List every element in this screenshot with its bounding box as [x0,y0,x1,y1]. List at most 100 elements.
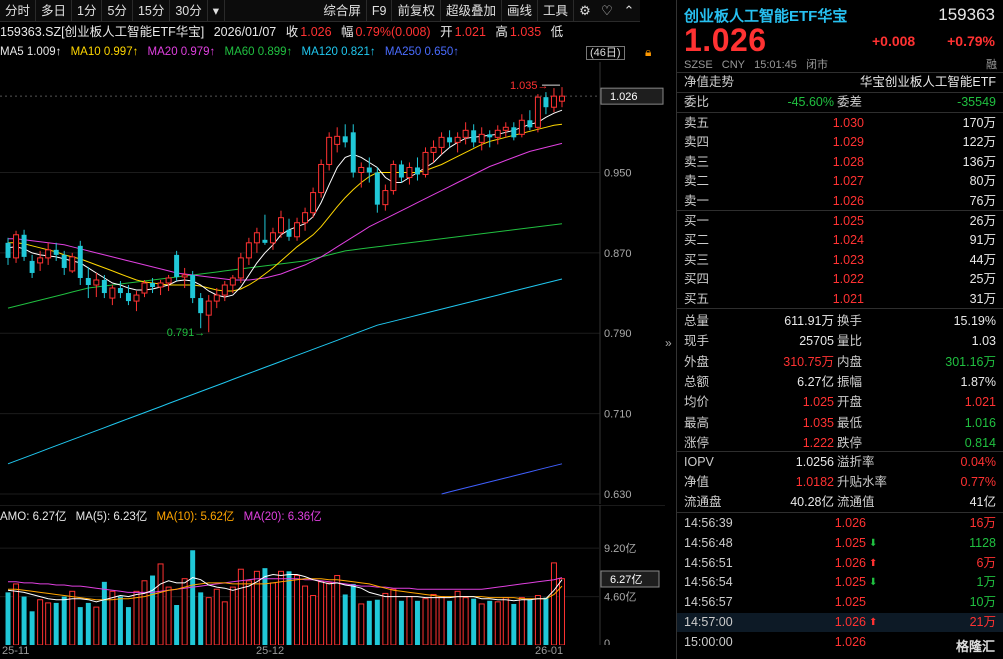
ask-level-row[interactable]: 卖一 1.026 76万 [677,191,1003,211]
current-volume-box [600,570,660,588]
weibi-label: 委比 [684,95,710,109]
f9-button[interactable]: F9 [367,0,393,22]
bid-level-row[interactable]: 买三 1.023 44万 [677,250,1003,270]
collapse-panel-icon[interactable]: » [665,336,672,350]
period-multiday-button[interactable]: 多日 [36,0,73,22]
bid-volume: 26万 [969,214,996,228]
stats-row[interactable]: 总量 611.91万 换手 15.19% [677,311,1003,331]
chevron-up-icon[interactable]: ⌃ [623,2,635,18]
tick-row[interactable]: 14:56:39 1.026 16万 [677,514,1003,533]
candle-body [150,283,156,288]
nav-row[interactable]: 净值走势 华宝创业板人工智能ETF [677,72,1003,92]
etf-stats-row[interactable]: IOPV 1.0256 溢折率 0.04% [677,452,1003,472]
bid-level-row[interactable]: 买四 1.022 25万 [677,269,1003,289]
ask-level-label: 卖二 [684,174,710,189]
volume-bar [471,598,477,645]
tick-row[interactable]: 14:56:54 1.025 ⬇ 1万 [677,573,1003,592]
period-1min-button[interactable]: 1分 [72,0,103,22]
period-fenshi-button[interactable]: 分时 [0,0,37,22]
multi-screen-button[interactable]: 综合屏 [318,0,367,22]
etf-stats-row[interactable]: 流通盘 40.28亿 流通值 41亿 [677,492,1003,512]
volume-chart[interactable]: 9.20亿 4.60亿 0 6.27亿 [0,505,665,645]
gear-icon[interactable]: ⚙ [579,2,591,18]
stats-row[interactable]: 涨停 1.222 跌停 0.814 [677,433,1003,453]
ask-level-row[interactable]: 卖四 1.029 122万 [677,132,1003,152]
ask-volume: 136万 [962,154,996,169]
stat-label: 外盘 [684,354,710,369]
candlestick-chart[interactable]: 0.950 0.870 0.790 0.710 0.630 1.026 1.035→ 0.79… [0,62,665,504]
tools-button[interactable]: 工具 [538,0,574,22]
price-tick-label: 0.870 [604,248,632,260]
volume-bar [374,599,380,645]
stats-row[interactable]: 最高 1.035 最低 1.016 [677,413,1003,433]
ma10-line [8,123,563,292]
ma120-line [7,278,563,465]
tick-row[interactable]: 14:56:57 1.025 10万 [677,593,1003,612]
price-tick-label: 0.630 [604,489,632,501]
tick-row[interactable]: 15:00:00 1.026 [677,633,1003,652]
tick-price: 1.026 [834,634,866,649]
candle-body [326,136,333,165]
heart-icon[interactable]: ♡ [601,2,613,18]
min-price-label: 0.791→ [167,327,206,339]
stat-label: 溢折率 [837,455,875,469]
days-count-badge[interactable]: (46日) [586,46,625,60]
candle-body [45,249,52,259]
stat-value: 310.75万 [783,354,834,369]
ask-level-row[interactable]: 卖三 1.028 136万 [677,152,1003,172]
volume-bar [5,592,11,645]
volume-bar [181,578,188,645]
period-5min-button[interactable]: 5分 [102,0,133,22]
etf-stats-row[interactable]: 净值 1.0182 升贴水率 0.77% [677,472,1003,492]
stats-row[interactable]: 现手 25705 量比 1.03 [677,331,1003,351]
volume-bar [237,568,244,645]
candle-body [471,130,477,143]
volume-bar [358,603,365,645]
volume-bar [205,597,212,645]
stats-row[interactable]: 均价 1.025 开盘 1.021 [677,392,1003,412]
tick-row[interactable]: 14:56:48 1.025 ⬇ 1128 [677,534,1003,553]
tick-time: 14:56:54 [684,575,733,590]
ask-level-row[interactable]: 卖五 1.030 170万 [677,113,1003,133]
date-tick: 26-01 [535,645,564,657]
candle-body [534,96,541,128]
lock-icon[interactable]: 🔒︎ [645,45,652,59]
date-tick: 25-11 [2,645,30,657]
volume-tick-label: 4.60亿 [604,591,636,604]
stat-value: 6.27亿 [797,374,834,389]
open-value: 1.021 [454,25,486,39]
period-30min-button[interactable]: 30分 [170,0,208,22]
nav-trend-label[interactable]: 净值走势 [684,75,735,89]
open-label: 开 [440,25,453,39]
period-dropdown-button[interactable]: ▾ [208,0,226,22]
volume-bar [511,603,517,645]
period-15min-button[interactable]: 15分 [133,0,171,22]
stats-row[interactable]: 总额 6.27亿 振幅 1.87% [677,372,1003,392]
date-tick: 25-12 [256,645,285,657]
stat-label: 流通盘 [684,495,722,509]
bid-level-row[interactable]: 买一 1.025 26万 [677,211,1003,231]
ask-level-label: 卖一 [684,193,710,208]
market-status: 闭市 [805,59,828,71]
adjust-price-button[interactable]: 前复权 [392,0,441,22]
volume-bar [53,602,59,645]
bid-level-row[interactable]: 买二 1.024 91万 [677,230,1003,250]
bid-price: 1.025 [832,214,864,228]
tick-row[interactable]: 14:57:00 1.026 ⬆ 21万 [677,613,1003,632]
overlay-button[interactable]: 超级叠加 [441,0,502,22]
candle-body [527,120,533,128]
candle-body [229,277,236,286]
stats-row[interactable]: 外盘 310.75万 内盘 301.16万 [677,352,1003,372]
volume-bar [190,550,196,645]
bid-volume: 31万 [969,291,996,306]
tick-row[interactable]: 14:56:51 1.026 ⬆ 6万 [677,554,1003,573]
volume-bar [302,585,309,645]
ask-price: 1.026 [832,193,864,208]
volume-bar [77,607,83,645]
bid-level-row[interactable]: 买五 1.021 31万 [677,289,1003,309]
divider [677,451,1003,452]
draw-line-button[interactable]: 画线 [502,0,538,22]
ask-level-row[interactable]: 卖二 1.027 80万 [677,171,1003,191]
candle-body [543,97,549,108]
divider [677,112,1003,113]
